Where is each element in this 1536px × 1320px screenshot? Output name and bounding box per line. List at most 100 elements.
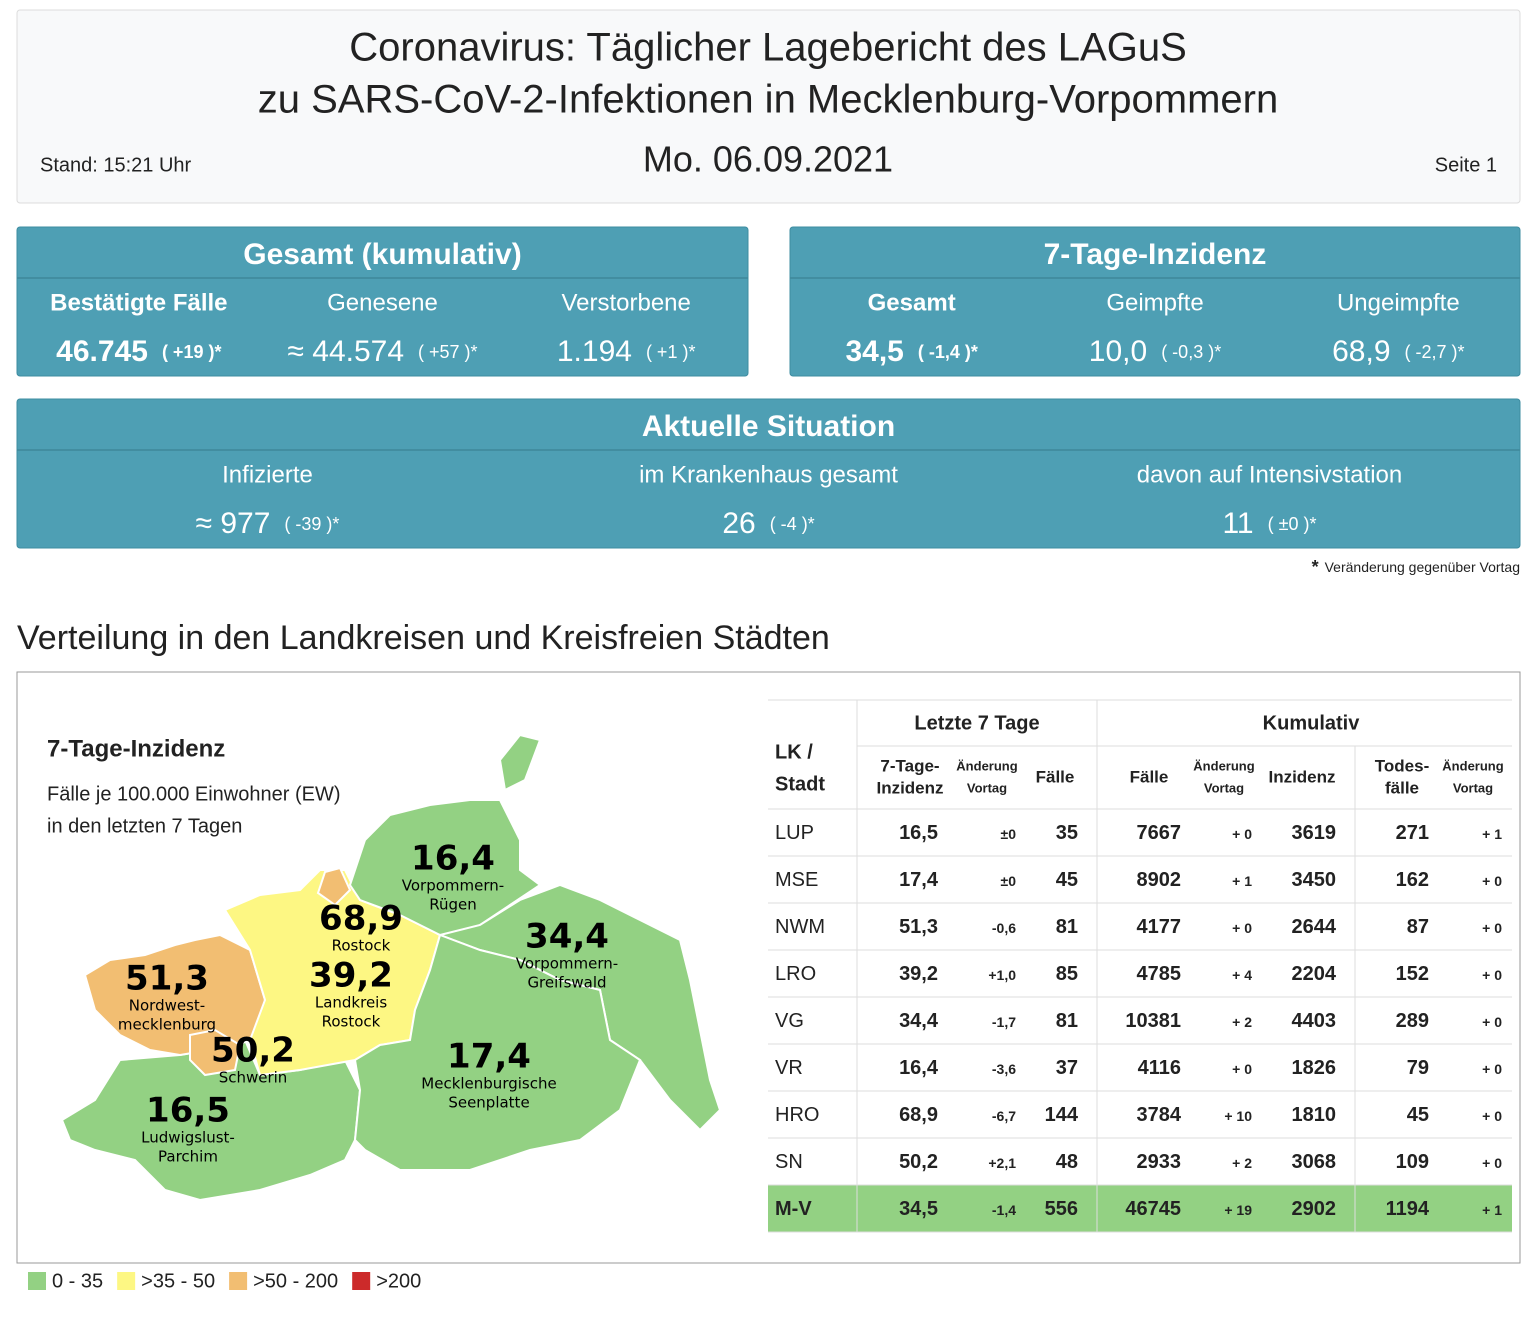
cell: 3784 <box>1137 1104 1182 1126</box>
legend-label: >200 <box>376 1270 421 1292</box>
region-name: Greifswald <box>527 974 606 992</box>
cell: 45 <box>1407 1104 1429 1126</box>
cell: 4785 <box>1137 963 1182 985</box>
cell: + 2 <box>1232 1014 1252 1030</box>
cell: 152 <box>1396 963 1429 985</box>
card-value: ≈ 977 <box>196 507 271 540</box>
card-change: ( +19 )* <box>162 342 222 362</box>
cell: 271 <box>1396 822 1429 844</box>
card-change: ( -4 )* <box>770 514 815 534</box>
map <box>60 733 722 1202</box>
cell: + 1 <box>1232 873 1252 889</box>
column-header: Todes- <box>1375 756 1429 775</box>
cell: 4403 <box>1292 1010 1337 1032</box>
region-value: 51,3 <box>125 959 209 999</box>
row-name: NWM <box>775 916 825 938</box>
page-number: Seite 1 <box>1435 154 1497 176</box>
card-value-line: 1.194 ( +1 )* <box>557 335 696 368</box>
row-name: LRO <box>775 963 816 985</box>
region-hro <box>316 866 352 907</box>
corner-header: Stadt <box>775 773 825 795</box>
legend-label: 0 - 35 <box>52 1270 103 1292</box>
card-value-line: 26 ( -4 )* <box>722 507 814 540</box>
column-header: Änderung <box>1193 758 1254 773</box>
cell: 289 <box>1396 1010 1429 1032</box>
region-vr <box>348 799 542 942</box>
map-subtitle: Fälle je 100.000 Einwohner (EW) <box>47 783 340 805</box>
cell: + 0 <box>1232 826 1252 842</box>
legend-swatch <box>28 1272 46 1290</box>
card-value-line: ≈ 44.574 ( +57 )* <box>287 335 477 368</box>
map-title: 7-Tage-Inzidenz <box>47 735 225 762</box>
cell: 50,2 <box>899 1151 938 1173</box>
cell: 85 <box>1056 963 1078 985</box>
card-label: Genesene <box>327 289 438 316</box>
cell: 2644 <box>1292 916 1337 938</box>
region-name: mecklenburg <box>118 1016 216 1034</box>
column-header: Änderung <box>1442 758 1503 773</box>
footnote-mark: * <box>1312 557 1319 577</box>
column-header: Vortag <box>967 780 1007 795</box>
region-name: Seenplatte <box>448 1094 529 1112</box>
region-name: Ludwigslust- <box>141 1129 235 1147</box>
row-name: HRO <box>775 1104 819 1126</box>
cell: 79 <box>1407 1057 1429 1079</box>
cell: 10381 <box>1125 1010 1181 1032</box>
column-header: Fälle <box>1130 767 1169 786</box>
column-header: Inzidenz <box>1268 767 1335 786</box>
card-title: Aktuelle Situation <box>642 410 895 443</box>
column-header: fälle <box>1385 778 1419 797</box>
card-title: 7-Tage-Inzidenz <box>1044 238 1267 271</box>
region-value: 68,9 <box>319 899 403 939</box>
cell: + 0 <box>1482 873 1502 889</box>
cell: 16,5 <box>899 822 938 844</box>
card-change: ( +57 )* <box>418 342 478 362</box>
cell: 17,4 <box>899 869 939 891</box>
cell: 162 <box>1396 869 1429 891</box>
card-label: davon auf Intensivstation <box>1137 461 1403 488</box>
card <box>16 398 1521 549</box>
cell: 34,5 <box>899 1198 938 1220</box>
cell: 51,3 <box>899 916 938 938</box>
column-header: 7-Tage- <box>880 756 939 775</box>
cell: 87 <box>1407 916 1429 938</box>
cell: 3619 <box>1292 822 1337 844</box>
card-change: ( +1 )* <box>646 342 696 362</box>
cell: + 0 <box>1232 1061 1252 1077</box>
card-change: ( -1,4 )* <box>918 342 978 362</box>
cell: 16,4 <box>899 1057 939 1079</box>
cell: + 0 <box>1482 920 1502 936</box>
region-name: Schwerin <box>219 1069 288 1087</box>
cell: +2,1 <box>988 1155 1016 1171</box>
card-change: ( ±0 )* <box>1268 514 1317 534</box>
date: Mo. 06.09.2021 <box>643 139 893 180</box>
cell: + 1 <box>1482 826 1502 842</box>
row-name: MSE <box>775 869 818 891</box>
region-value: 16,5 <box>146 1091 230 1131</box>
cell: 1194 <box>1386 1198 1430 1220</box>
card-value-line: 10,0 ( -0,3 )* <box>1089 335 1221 368</box>
card-label: Ungeimpfte <box>1337 289 1460 316</box>
region-name: Rostock <box>332 937 391 955</box>
region-name: Parchim <box>158 1148 218 1166</box>
card-label: Bestätigte Fälle <box>50 289 227 316</box>
cell: 144 <box>1045 1104 1079 1126</box>
cell: 46745 <box>1125 1198 1181 1220</box>
cell: + 19 <box>1224 1202 1252 1218</box>
cell: 3450 <box>1292 869 1337 891</box>
cell: 4116 <box>1138 1057 1181 1079</box>
cell: ±0 <box>1001 873 1017 889</box>
total-row-bg <box>768 1185 1512 1232</box>
row-name: VG <box>775 1010 804 1032</box>
legend-label: >50 - 200 <box>253 1270 338 1292</box>
footnote-text: Veränderung gegenüber Vortag <box>1325 559 1520 575</box>
region-value: 17,4 <box>447 1037 531 1077</box>
region-mse <box>353 933 642 1171</box>
group-header: Letzte 7 Tage <box>914 712 1039 734</box>
title: Coronavirus: Täglicher Lagebericht des L… <box>349 26 1187 70</box>
cell: -1,7 <box>992 1014 1016 1030</box>
card-value: 34,5 <box>845 335 903 368</box>
row-name: LUP <box>775 822 814 844</box>
card-value: 1.194 <box>557 335 632 368</box>
